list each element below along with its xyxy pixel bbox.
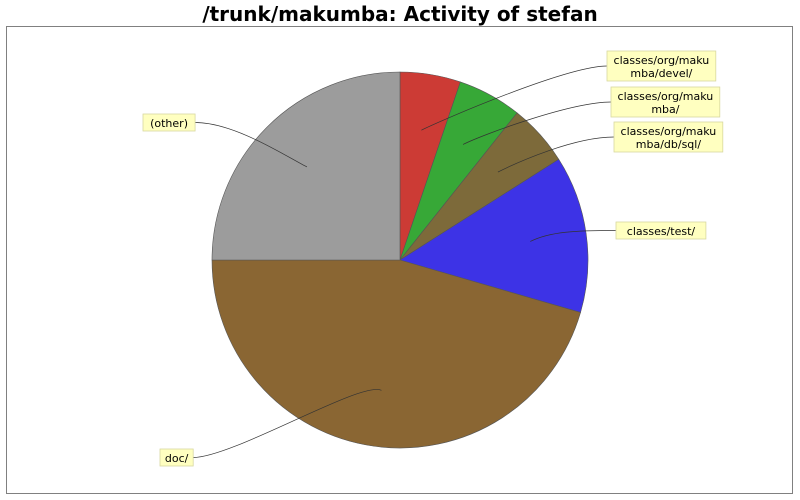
label-box <box>615 221 707 240</box>
label-box <box>142 113 196 132</box>
pie-slice <box>211 71 401 261</box>
label-text: mba/devel/ <box>630 67 692 80</box>
label-text: classes/test/ <box>627 225 696 238</box>
slice-label: classes/org/makumba/db/sql/ <box>497 121 724 173</box>
label-text: (other) <box>150 117 188 130</box>
pie-slices <box>211 71 589 449</box>
label-connector <box>530 230 617 242</box>
pie-labels: classes/org/makumba/devel/classes/org/ma… <box>142 50 724 467</box>
label-connector <box>193 389 382 458</box>
label-text: classes/org/maku <box>621 125 717 138</box>
label-text: classes/org/maku <box>614 54 710 67</box>
label-connector <box>462 101 612 145</box>
label-box <box>159 448 194 467</box>
label-box <box>613 121 724 153</box>
slice-label: classes/test/ <box>530 221 707 242</box>
label-connector <box>421 65 608 131</box>
label-connector <box>497 136 615 173</box>
label-box <box>606 50 717 82</box>
label-connector <box>195 122 308 168</box>
label-text: classes/org/maku <box>618 90 714 103</box>
label-text: mba/ <box>651 103 679 116</box>
chart-title: /trunk/makumba: Activity of stefan <box>202 2 598 26</box>
pie-slice <box>211 259 581 449</box>
slice-label: (other) <box>142 113 308 168</box>
label-box <box>610 86 721 118</box>
slice-label: doc/ <box>159 389 382 467</box>
slice-label: classes/org/makumba/ <box>462 86 721 145</box>
pie-slice <box>399 158 589 313</box>
label-text: doc/ <box>165 452 189 465</box>
slice-label: classes/org/makumba/devel/ <box>421 50 717 131</box>
label-text: mba/db/sql/ <box>636 138 702 151</box>
